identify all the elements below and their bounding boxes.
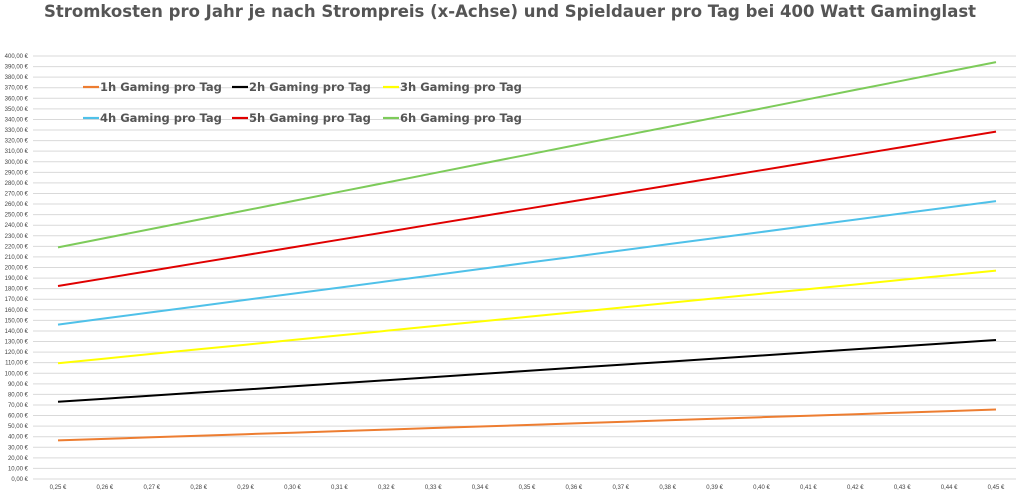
series-line-2 (57, 339, 997, 403)
x-tick-label: 0,27 € (143, 485, 160, 491)
y-tick-label: 240,00 € (5, 223, 29, 229)
y-tick-label: 400,00 € (5, 54, 29, 60)
y-tick-label: 340,00 € (5, 117, 29, 123)
x-tick-label: 0,41 € (800, 485, 817, 491)
y-tick-label: 120,00 € (5, 350, 29, 356)
y-tick-label: 60,00 € (8, 414, 29, 420)
legend-label: 5h Gaming pro Tag (249, 111, 371, 125)
series-line-3 (57, 269, 997, 365)
y-tick-label: 130,00 € (5, 340, 29, 346)
x-tick-label: 0,28 € (190, 485, 207, 491)
x-axis: 0,25 € 0,26 € 0,27 € 0,28 € 0,29 € 0,30 € 0,31… (50, 485, 1005, 491)
y-tick-label: 270,00 € (5, 191, 29, 197)
y-tick-label: 150,00 € (5, 318, 29, 324)
y-tick-label: 10,00 € (8, 466, 29, 472)
x-tick-label: 0,33 € (425, 485, 442, 491)
y-tick-label: 300,00 € (5, 160, 29, 166)
legend: 1h Gaming pro Tag 2h Gaming pro Tag 3h Gam… (83, 80, 522, 125)
y-tick-label: 180,00 € (5, 287, 29, 293)
series-line-4 (57, 200, 997, 326)
legend-label: 1h Gaming pro Tag (100, 80, 222, 94)
x-tick-label: 0,26 € (97, 485, 114, 491)
y-tick-label: 100,00 € (5, 371, 29, 377)
y-tick-label: 250,00 € (5, 213, 29, 219)
y-tick-label: 190,00 € (5, 276, 29, 282)
y-tick-label: 310,00 € (5, 149, 29, 155)
legend-label: 6h Gaming pro Tag (400, 111, 522, 125)
x-tick-label: 0,31 € (331, 485, 348, 491)
y-tick-label: 350,00 € (5, 107, 29, 113)
y-tick-label: 90,00 € (8, 382, 29, 388)
y-tick-label: 110,00 € (5, 361, 29, 367)
y-tick-label: 140,00 € (5, 329, 29, 335)
x-tick-label: 0,35 € (519, 485, 536, 491)
x-tick-label: 0,44 € (941, 485, 958, 491)
y-axis: 0,00 € 10,00 € 20,00 € 30,00 € 40,00 € 50,00 … (5, 54, 29, 483)
y-tick-label: 330,00 € (5, 128, 29, 134)
y-tick-label: 80,00 € (8, 392, 29, 398)
legend-label: 2h Gaming pro Tag (249, 80, 371, 94)
x-tick-label: 0,39 € (706, 485, 723, 491)
series-line-5 (57, 130, 997, 287)
y-tick-label: 280,00 € (5, 181, 29, 187)
legend-label: 4h Gaming pro Tag (100, 111, 222, 125)
y-tick-label: 320,00 € (5, 139, 29, 145)
y-tick-label: 210,00 € (5, 255, 29, 261)
y-tick-label: 30,00 € (8, 445, 29, 451)
y-tick-label: 70,00 € (8, 403, 29, 409)
x-tick-label: 0,42 € (847, 485, 864, 491)
x-tick-label: 0,32 € (378, 485, 395, 491)
x-tick-label: 0,34 € (472, 485, 489, 491)
y-tick-label: 0,00 € (11, 477, 28, 483)
legend-label: 3h Gaming pro Tag (400, 80, 522, 94)
y-tick-label: 290,00 € (5, 170, 29, 176)
x-tick-label: 0,45 € (988, 485, 1005, 491)
x-tick-label: 0,30 € (284, 485, 301, 491)
y-tick-label: 170,00 € (5, 297, 29, 303)
y-tick-label: 160,00 € (5, 308, 29, 314)
gridlines (33, 55, 1016, 480)
y-tick-label: 260,00 € (5, 202, 29, 208)
series-line-1 (57, 408, 997, 442)
series-line-6 (57, 61, 997, 249)
series-lines (57, 61, 997, 442)
y-tick-label: 390,00 € (5, 65, 29, 71)
y-tick-label: 380,00 € (5, 75, 29, 81)
y-tick-label: 230,00 € (5, 234, 29, 240)
y-tick-label: 50,00 € (8, 424, 29, 430)
x-tick-label: 0,40 € (753, 485, 770, 491)
x-tick-label: 0,38 € (659, 485, 676, 491)
y-tick-label: 20,00 € (8, 456, 29, 462)
y-tick-label: 220,00 € (5, 244, 29, 250)
y-tick-label: 200,00 € (5, 266, 29, 272)
x-tick-label: 0,43 € (894, 485, 911, 491)
chart-title: Stromkosten pro Jahr je nach Strompreis … (43, 2, 977, 21)
x-tick-label: 0,37 € (612, 485, 629, 491)
x-tick-label: 0,25 € (50, 485, 67, 491)
y-tick-label: 360,00 € (5, 96, 29, 102)
x-tick-label: 0,36 € (566, 485, 583, 491)
x-tick-label: 0,29 € (237, 485, 254, 491)
y-tick-label: 370,00 € (5, 86, 29, 92)
y-tick-label: 40,00 € (8, 435, 29, 441)
